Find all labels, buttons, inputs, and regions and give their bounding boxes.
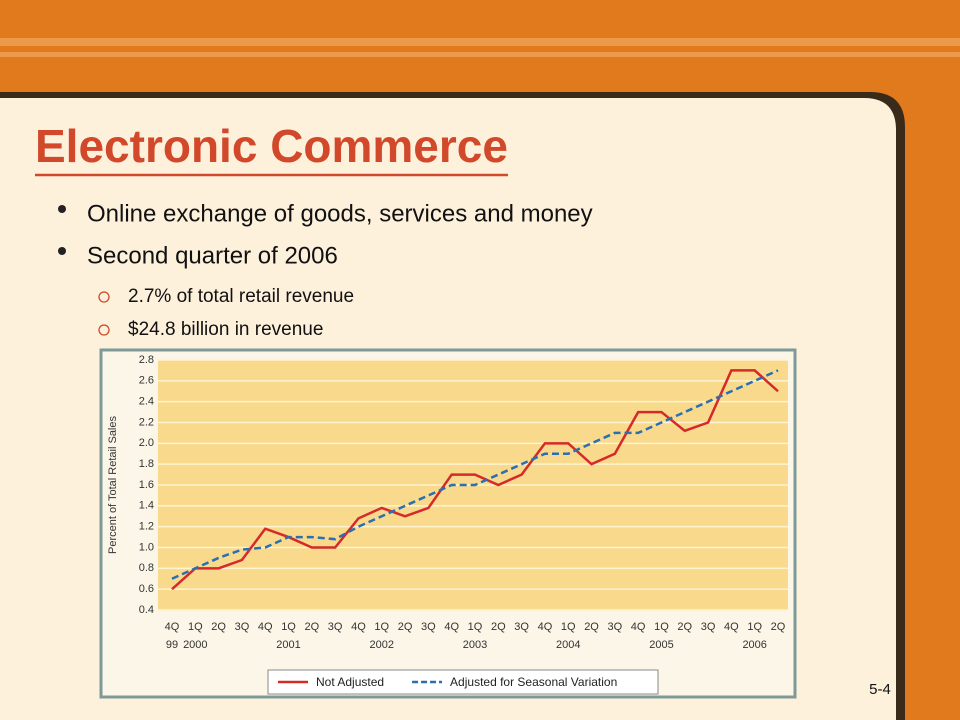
x-tick-label: 2Q <box>398 621 413 633</box>
slide-title: Electronic Commerce <box>35 120 508 172</box>
x-group-label: 99 <box>166 639 178 651</box>
y-axis-label: Percent of Total Retail Sales <box>107 416 119 554</box>
x-tick-label: 1Q <box>561 621 576 633</box>
sub-bullet <box>98 291 110 303</box>
bullet <box>58 247 66 255</box>
bullet <box>58 205 66 213</box>
x-tick-label: 2Q <box>491 621 506 633</box>
x-group-label: 2000 <box>183 639 207 651</box>
y-tick-label: 1.6 <box>139 479 154 491</box>
y-tick-label: 1.0 <box>139 541 154 553</box>
y-tick-label: 2.4 <box>139 396 154 408</box>
legend-box <box>267 669 659 695</box>
legend-label: Adjusted for Seasonal Variation <box>450 675 617 689</box>
x-tick-label: 1Q <box>374 621 389 633</box>
x-tick-label: 4Q <box>258 621 273 633</box>
x-group-label: 2005 <box>649 639 673 651</box>
x-tick-label: 4Q <box>351 621 366 633</box>
x-group-label: 2002 <box>370 639 394 651</box>
y-tick-label: 1.2 <box>139 521 154 533</box>
x-tick-label: 2Q <box>211 621 226 633</box>
y-tick-label: 2.0 <box>139 437 154 449</box>
x-tick-label: 1Q <box>654 621 669 633</box>
x-tick-label: 4Q <box>538 621 553 633</box>
x-tick-label: 2Q <box>305 621 320 633</box>
x-tick-label: 3Q <box>701 621 716 633</box>
x-tick-label: 3Q <box>328 621 343 633</box>
x-group-label: 2004 <box>556 639 580 651</box>
x-tick-label: 1Q <box>281 621 296 633</box>
x-tick-label: 3Q <box>421 621 436 633</box>
y-tick-label: 0.4 <box>139 604 154 616</box>
y-tick-label: 2.8 <box>139 354 154 366</box>
stripe <box>0 52 960 57</box>
y-tick-label: 0.6 <box>139 583 154 595</box>
x-tick-label: 1Q <box>188 621 203 633</box>
x-tick-label: 3Q <box>514 621 529 633</box>
x-tick-label: 1Q <box>747 621 762 633</box>
x-group-label: 2001 <box>276 639 300 651</box>
chart: 0.4 0.6 0.8 1.0 1.2 1.4 1.6 1.8 2.0 2.2 2.4 2.6 2.8 P… <box>107 354 788 695</box>
x-group-label: 2006 <box>742 639 766 651</box>
sub-bullet-text: $24.8 billion in revenue <box>128 319 323 340</box>
sub-bullet <box>98 324 110 336</box>
series-line <box>171 369 779 591</box>
stripe <box>0 38 960 46</box>
x-tick-label: 4Q <box>165 621 180 633</box>
x-tick-label: 4Q <box>631 621 646 633</box>
page-number: 5-4 <box>869 681 891 698</box>
x-tick-label: 3Q <box>235 621 250 633</box>
y-tick-label: 1.4 <box>139 500 154 512</box>
x-group-label: 2003 <box>463 639 487 651</box>
x-tick-label: 1Q <box>468 621 483 633</box>
x-tick-label: 3Q <box>608 621 623 633</box>
x-tick-label: 4Q <box>444 621 459 633</box>
x-tick-label: 2Q <box>677 621 692 633</box>
y-tick-label: 2.2 <box>139 416 154 428</box>
bullet-text: Second quarter of 2006 <box>87 242 338 269</box>
y-tick-label: 1.8 <box>139 458 154 470</box>
y-tick-label: 2.6 <box>139 375 154 387</box>
bullet-text: Online exchange of goods, services and m… <box>87 200 593 227</box>
series-line <box>171 369 779 580</box>
x-tick-label: 2Q <box>584 621 599 633</box>
sub-bullet-text: 2.7% of total retail revenue <box>128 286 354 307</box>
y-tick-label: 0.8 <box>139 562 154 574</box>
x-tick-label: 4Q <box>724 621 739 633</box>
x-tick-label: 2Q <box>771 621 786 633</box>
legend-label: Not Adjusted <box>316 675 384 689</box>
